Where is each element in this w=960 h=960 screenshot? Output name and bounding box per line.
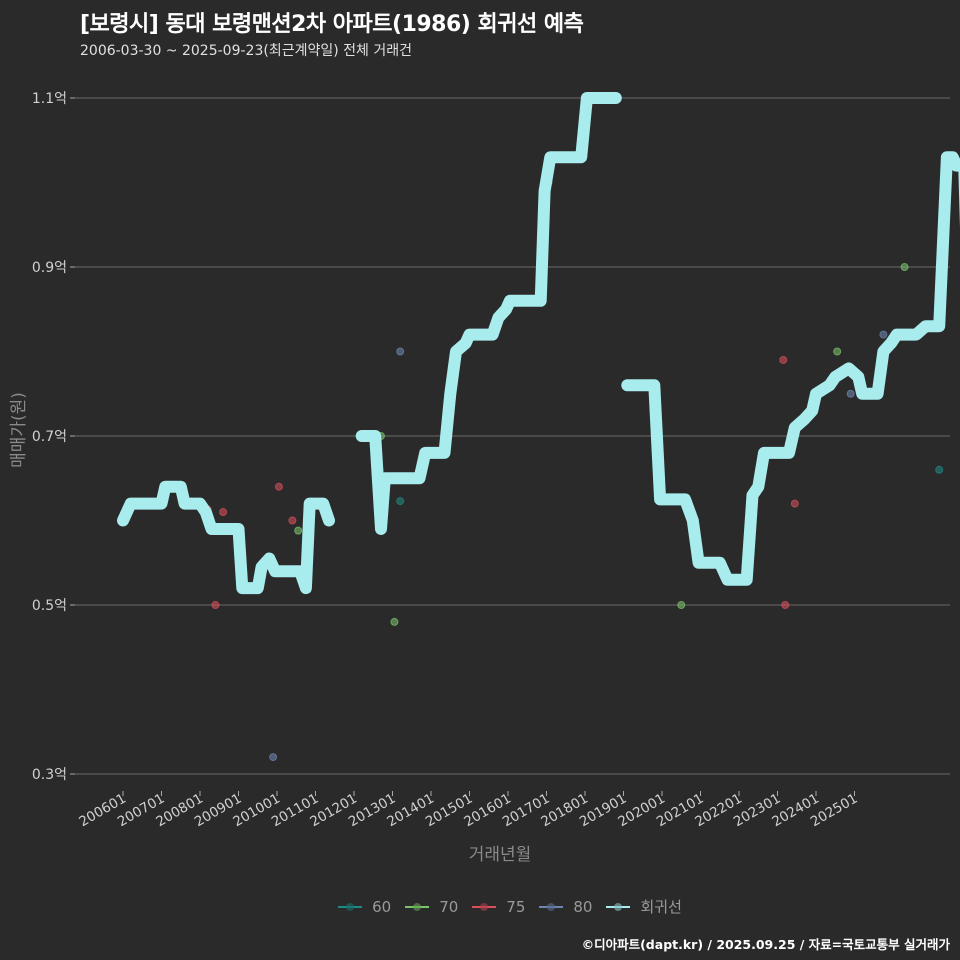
regression-segment	[117, 480, 335, 595]
legend-key-icon	[338, 901, 363, 913]
regression-segment	[621, 151, 960, 586]
legend: 60 70 75 80 회귀선	[0, 896, 960, 917]
regression-segment	[355, 92, 622, 535]
scatter-point-80	[879, 330, 888, 339]
scatter-point-80	[396, 347, 405, 356]
legend-item-70: 70	[405, 896, 458, 917]
y-tick-label: 0.5억	[32, 598, 67, 614]
scatter-point-60	[935, 465, 944, 474]
y-tick-label: 0.9억	[32, 260, 67, 276]
scatter-point-75	[219, 508, 228, 517]
scatter-point-70	[900, 263, 909, 271]
legend-key-icon	[405, 901, 430, 913]
scatter-point-70	[294, 526, 303, 535]
legend-key-icon	[472, 901, 497, 913]
scatter-point-70	[677, 601, 686, 609]
legend-label: 70	[439, 897, 459, 916]
scatter-point-70	[833, 347, 842, 356]
legend-item-75: 75	[472, 896, 525, 917]
legend-key-icon	[539, 901, 564, 913]
scatter-point-70	[390, 617, 399, 626]
scatter-points	[203, 178, 944, 762]
y-tick-label: 0.3억	[32, 767, 67, 783]
legend-key-icon	[606, 901, 631, 913]
x-axis-ticks: 2006012007012008012009012010012011012012…	[76, 791, 860, 831]
x-axis-label: 거래년월	[468, 845, 532, 865]
y-axis-ticks: 0.3억 0.5억 0.7억 0.9억 1.1억	[32, 91, 75, 783]
y-tick-label: 1.1억	[32, 91, 67, 107]
source-credit: ©디아파트(dapt.kr) / 2025.09.25 / 자료=국토교통부 실…	[581, 937, 950, 952]
scatter-point-75	[274, 482, 283, 491]
chart-title: [보령시] 동대 보령맨션2차 아파트(1986) 회귀선 예측	[80, 12, 584, 37]
scatter-point-80	[269, 753, 278, 762]
legend-label: 80	[573, 897, 593, 916]
scatter-point-75	[211, 601, 220, 609]
y-gridlines	[75, 97, 950, 775]
chart-subtitle: 2006-03-30 ~ 2025-09-23(최근계약일) 전체 거래건	[80, 43, 412, 59]
scatter-point-60	[396, 497, 405, 506]
legend-item-80: 80	[539, 896, 592, 917]
scatter-point-75	[790, 499, 799, 508]
y-tick-label: 0.7억	[32, 429, 67, 445]
scatter-point-75	[781, 601, 790, 609]
y-axis-label: 매매가(원)	[9, 392, 29, 468]
legend-label: 회귀선	[640, 898, 682, 916]
regression-line	[117, 92, 960, 595]
scatter-point-75	[779, 355, 788, 364]
legend-item-reg: 회귀선	[606, 896, 682, 917]
scatter-point-80	[846, 389, 855, 398]
legend-label: 60	[372, 897, 392, 916]
legend-item-60: 60	[338, 896, 391, 917]
legend-label: 75	[506, 897, 526, 916]
scatter-point-75	[288, 516, 297, 525]
